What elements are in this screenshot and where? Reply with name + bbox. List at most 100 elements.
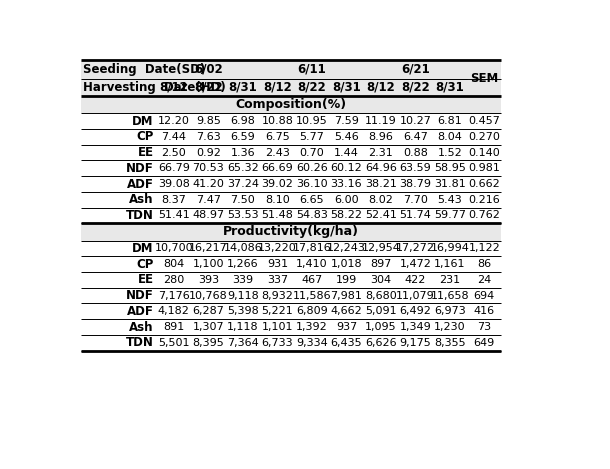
Text: 11,079: 11,079 [396,291,435,301]
Text: 6,492: 6,492 [400,306,431,316]
Text: 199: 199 [336,275,357,285]
Text: 16,217: 16,217 [189,243,228,253]
Text: 0.270: 0.270 [468,132,500,142]
Text: EE: EE [138,273,154,287]
Text: 0.92: 0.92 [196,148,221,158]
Text: Seeding  Date(SD): Seeding Date(SD) [83,63,205,76]
Text: 9,175: 9,175 [400,338,431,348]
Text: 422: 422 [405,275,426,285]
Text: Ash: Ash [129,320,154,333]
Text: 8/31: 8/31 [436,81,464,94]
Text: 649: 649 [473,338,495,348]
Text: 231: 231 [439,275,461,285]
Text: 6.81: 6.81 [437,116,462,126]
Text: 53.53: 53.53 [227,211,259,220]
Text: 6.75: 6.75 [265,132,290,142]
Text: 10,700: 10,700 [154,243,193,253]
Text: ADF: ADF [127,178,154,190]
Text: 10,768: 10,768 [189,291,228,301]
Text: 0.140: 0.140 [468,148,500,158]
Bar [81,223,501,241]
Text: 58.22: 58.22 [331,211,362,220]
Text: 8/12: 8/12 [159,81,188,94]
Text: 0.88: 0.88 [403,148,428,158]
Text: 10.95: 10.95 [296,116,328,126]
Text: 36.10: 36.10 [296,179,328,189]
Text: SEM: SEM [470,72,498,85]
Text: 8,355: 8,355 [434,338,466,348]
Bar [81,96,501,113]
Text: 7.59: 7.59 [334,116,359,126]
Text: 6.59: 6.59 [231,132,255,142]
Text: 804: 804 [163,259,184,269]
Text: 8.96: 8.96 [368,132,393,142]
Text: 7.44: 7.44 [162,132,187,142]
Text: 58.95: 58.95 [434,163,466,174]
Text: 52.41: 52.41 [365,211,397,220]
Text: 8/31: 8/31 [332,81,361,94]
Text: 73: 73 [477,322,491,332]
Text: 1,122: 1,122 [468,243,500,253]
Text: 9,118: 9,118 [227,291,259,301]
Text: 38.79: 38.79 [400,179,431,189]
Text: 6/11: 6/11 [298,63,326,76]
Text: 8/22: 8/22 [298,81,326,94]
Text: 12.20: 12.20 [158,116,190,126]
Text: CP: CP [137,257,154,271]
Text: DM: DM [132,115,154,128]
Text: 1.52: 1.52 [437,148,462,158]
Text: 60.12: 60.12 [331,163,362,174]
Text: 5.46: 5.46 [334,132,359,142]
Text: 66.79: 66.79 [158,163,190,174]
Text: NDF: NDF [126,162,154,175]
Text: 5,091: 5,091 [365,306,396,316]
Text: 17,272: 17,272 [396,243,435,253]
Text: 7,981: 7,981 [331,291,362,301]
Text: 54.83: 54.83 [296,211,328,220]
Text: 7.63: 7.63 [196,132,221,142]
Text: 5,221: 5,221 [262,306,293,316]
Text: 0.70: 0.70 [300,148,325,158]
Text: 38.21: 38.21 [365,179,397,189]
Text: 8,932: 8,932 [262,291,293,301]
Text: 70.53: 70.53 [193,163,224,174]
Text: 7,364: 7,364 [227,338,259,348]
Text: 39.02: 39.02 [262,179,293,189]
Text: 8,680: 8,680 [365,291,397,301]
Text: 0.662: 0.662 [468,179,500,189]
Text: 416: 416 [474,306,495,316]
Text: 65.32: 65.32 [227,163,259,174]
Text: 17,816: 17,816 [293,243,331,253]
Text: 59.77: 59.77 [434,211,466,220]
Text: 1.44: 1.44 [334,148,359,158]
Text: Productivity(kg/ha): Productivity(kg/ha) [223,226,359,238]
Text: 1,018: 1,018 [331,259,362,269]
Text: 1,230: 1,230 [434,322,466,332]
Text: 8,395: 8,395 [193,338,224,348]
Text: 8.04: 8.04 [437,132,462,142]
Text: 4,182: 4,182 [158,306,190,316]
Text: 1,100: 1,100 [193,259,224,269]
Text: 12,243: 12,243 [327,243,366,253]
Text: Ash: Ash [129,193,154,206]
Text: 9.85: 9.85 [196,116,221,126]
Text: 6,287: 6,287 [192,306,224,316]
Text: 66.69: 66.69 [262,163,293,174]
Text: EE: EE [138,146,154,159]
Text: 6,435: 6,435 [331,338,362,348]
Text: 51.48: 51.48 [262,211,293,220]
Text: 8/22: 8/22 [194,81,223,94]
Text: 6/02: 6/02 [194,63,223,76]
Text: 2.50: 2.50 [162,148,186,158]
Text: 64.96: 64.96 [365,163,397,174]
Text: 9,334: 9,334 [296,338,328,348]
Text: 1,101: 1,101 [262,322,293,332]
Text: 33.16: 33.16 [331,179,362,189]
Text: 0.762: 0.762 [468,211,500,220]
Text: 891: 891 [163,322,184,332]
Text: 48.97: 48.97 [192,211,224,220]
Text: 86: 86 [477,259,491,269]
Text: 304: 304 [370,275,392,285]
Text: 1,266: 1,266 [227,259,259,269]
Text: NDF: NDF [126,289,154,302]
